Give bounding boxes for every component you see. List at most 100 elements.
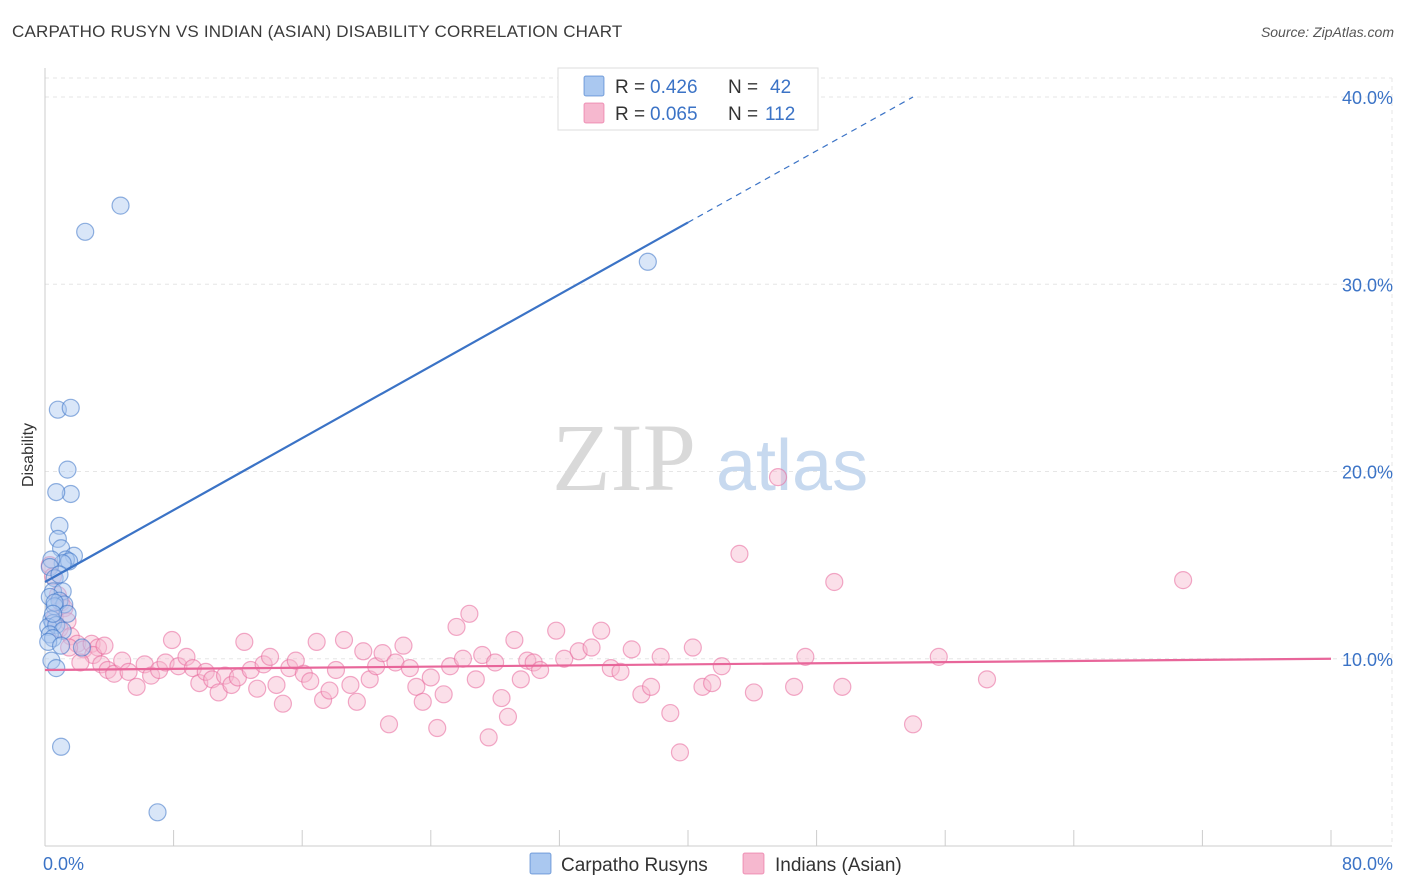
point-pink-62: [413, 692, 432, 711]
point-pink-104: [833, 677, 852, 696]
point-pink-49: [326, 660, 346, 680]
stats-legend-r-value-pink: 0.065: [650, 104, 698, 125]
point-pink-87: [611, 662, 630, 681]
stats-legend-n-value-pink: 112: [765, 104, 795, 125]
point-blue-15: [42, 550, 61, 569]
point-pink-39: [260, 647, 280, 666]
point-blue-0: [111, 196, 130, 215]
point-pink-48: [320, 681, 339, 700]
point-pink-76: [505, 630, 524, 650]
point-pink-68: [453, 649, 473, 668]
point-pink-52: [347, 692, 366, 711]
stats-legend-r-value-blue: 0.426: [650, 77, 698, 98]
stats-legend-swatch-pink: [583, 102, 605, 124]
trend-line-blue: [44, 221, 689, 583]
y-tick-label-3: 40.0%: [1342, 88, 1393, 108]
point-pink-45: [301, 672, 320, 691]
point-pink-86: [601, 659, 620, 678]
stats-legend: R = 0.426 N = 42 R = 0.065 N = 112: [557, 67, 819, 131]
point-pink-51: [341, 675, 360, 695]
point-pink-95: [693, 677, 712, 696]
point-pink-111: [95, 636, 114, 655]
point-blue-34: [72, 638, 92, 657]
point-pink-91: [651, 647, 670, 666]
point-pink-59: [394, 636, 413, 655]
point-pink-105: [903, 715, 923, 734]
y-tick-label-2: 30.0%: [1342, 275, 1393, 295]
point-pink-60: [400, 659, 420, 678]
point-pink-41: [273, 694, 293, 713]
point-pink-103: [825, 572, 844, 592]
point-pink-100: [768, 468, 788, 487]
point-pink-69: [460, 604, 479, 623]
point-pink-35: [235, 632, 254, 651]
point-pink-33: [222, 675, 241, 695]
y-tick-label-1: 20.0%: [1342, 463, 1393, 483]
y-axis-title: Disability: [20, 423, 37, 487]
stats-legend-n-label-pink: N =: [728, 104, 758, 125]
point-pink-67: [447, 617, 466, 637]
point-pink-84: [582, 638, 601, 657]
point-pink-53: [354, 642, 373, 661]
point-pink-80: [531, 660, 550, 680]
point-blue-7: [47, 482, 66, 502]
point-blue-24: [58, 604, 77, 623]
stats-legend-n-value-blue: 42: [770, 77, 791, 98]
point-pink-61: [407, 677, 426, 696]
point-blue-33: [51, 636, 71, 655]
x-tick-label-0: 0.0%: [43, 854, 84, 874]
chart-source: Source: ZipAtlas.com: [1260, 24, 1394, 40]
x-tick-label-1: 80.0%: [1342, 854, 1393, 874]
point-pink-88: [622, 640, 641, 659]
point-pink-18: [119, 662, 138, 681]
watermark: ZIP atlas: [552, 404, 868, 511]
point-blue-39: [45, 593, 64, 612]
point-pink-93: [670, 743, 690, 762]
point-blue-38: [148, 803, 167, 822]
point-pink-108: [1174, 571, 1193, 590]
series-legend: Carpatho Rusyns Indians (Asian): [529, 852, 902, 876]
point-pink-56: [373, 644, 392, 663]
point-pink-26: [177, 647, 196, 666]
axes: [44, 68, 1392, 847]
point-blue-1: [76, 222, 95, 241]
point-pink-24: [162, 630, 182, 650]
point-pink-19: [127, 677, 146, 696]
point-pink-85: [592, 621, 611, 640]
stats-legend-r-label-pink: R =: [615, 104, 645, 125]
point-pink-90: [641, 677, 661, 696]
series-legend-label-pink: Indians (Asian): [775, 855, 902, 876]
point-pink-46: [307, 632, 326, 651]
point-pink-102: [796, 647, 815, 666]
point-pink-64: [428, 718, 447, 738]
point-pink-92: [661, 703, 680, 723]
point-blue-18: [43, 582, 63, 601]
point-pink-37: [248, 679, 267, 698]
series-indians-asian-points: [40, 468, 1193, 762]
point-pink-40: [267, 675, 286, 695]
series-legend-swatch-pink: [742, 852, 765, 875]
point-blue-41: [43, 604, 63, 623]
tick-labels: 10.0% 20.0% 30.0% 40.0% 0.0% 80.0%: [43, 88, 1393, 874]
trend-line-blue-extension: [687, 96, 914, 223]
point-blue-16: [40, 557, 59, 577]
point-pink-47: [313, 690, 333, 710]
point-pink-63: [421, 668, 440, 687]
stats-legend-n-label-blue: N =: [728, 77, 758, 98]
point-pink-96: [703, 673, 722, 693]
chart-title: CARPATHO RUSYN VS INDIAN (ASIAN) DISABIL…: [12, 22, 623, 41]
point-pink-94: [683, 638, 702, 657]
point-blue-37: [51, 737, 71, 756]
watermark-atlas-text: atlas: [716, 426, 868, 506]
point-pink-101: [784, 677, 804, 696]
point-pink-99: [744, 683, 764, 702]
y-tick-label-0: 10.0%: [1342, 650, 1393, 670]
point-pink-81: [547, 621, 566, 640]
point-pink-43: [286, 651, 305, 670]
point-pink-82: [555, 649, 574, 668]
stats-legend-r-label-blue: R =: [615, 77, 645, 98]
point-pink-57: [379, 715, 399, 734]
point-pink-65: [434, 685, 453, 704]
series-legend-swatch-blue: [529, 852, 552, 875]
